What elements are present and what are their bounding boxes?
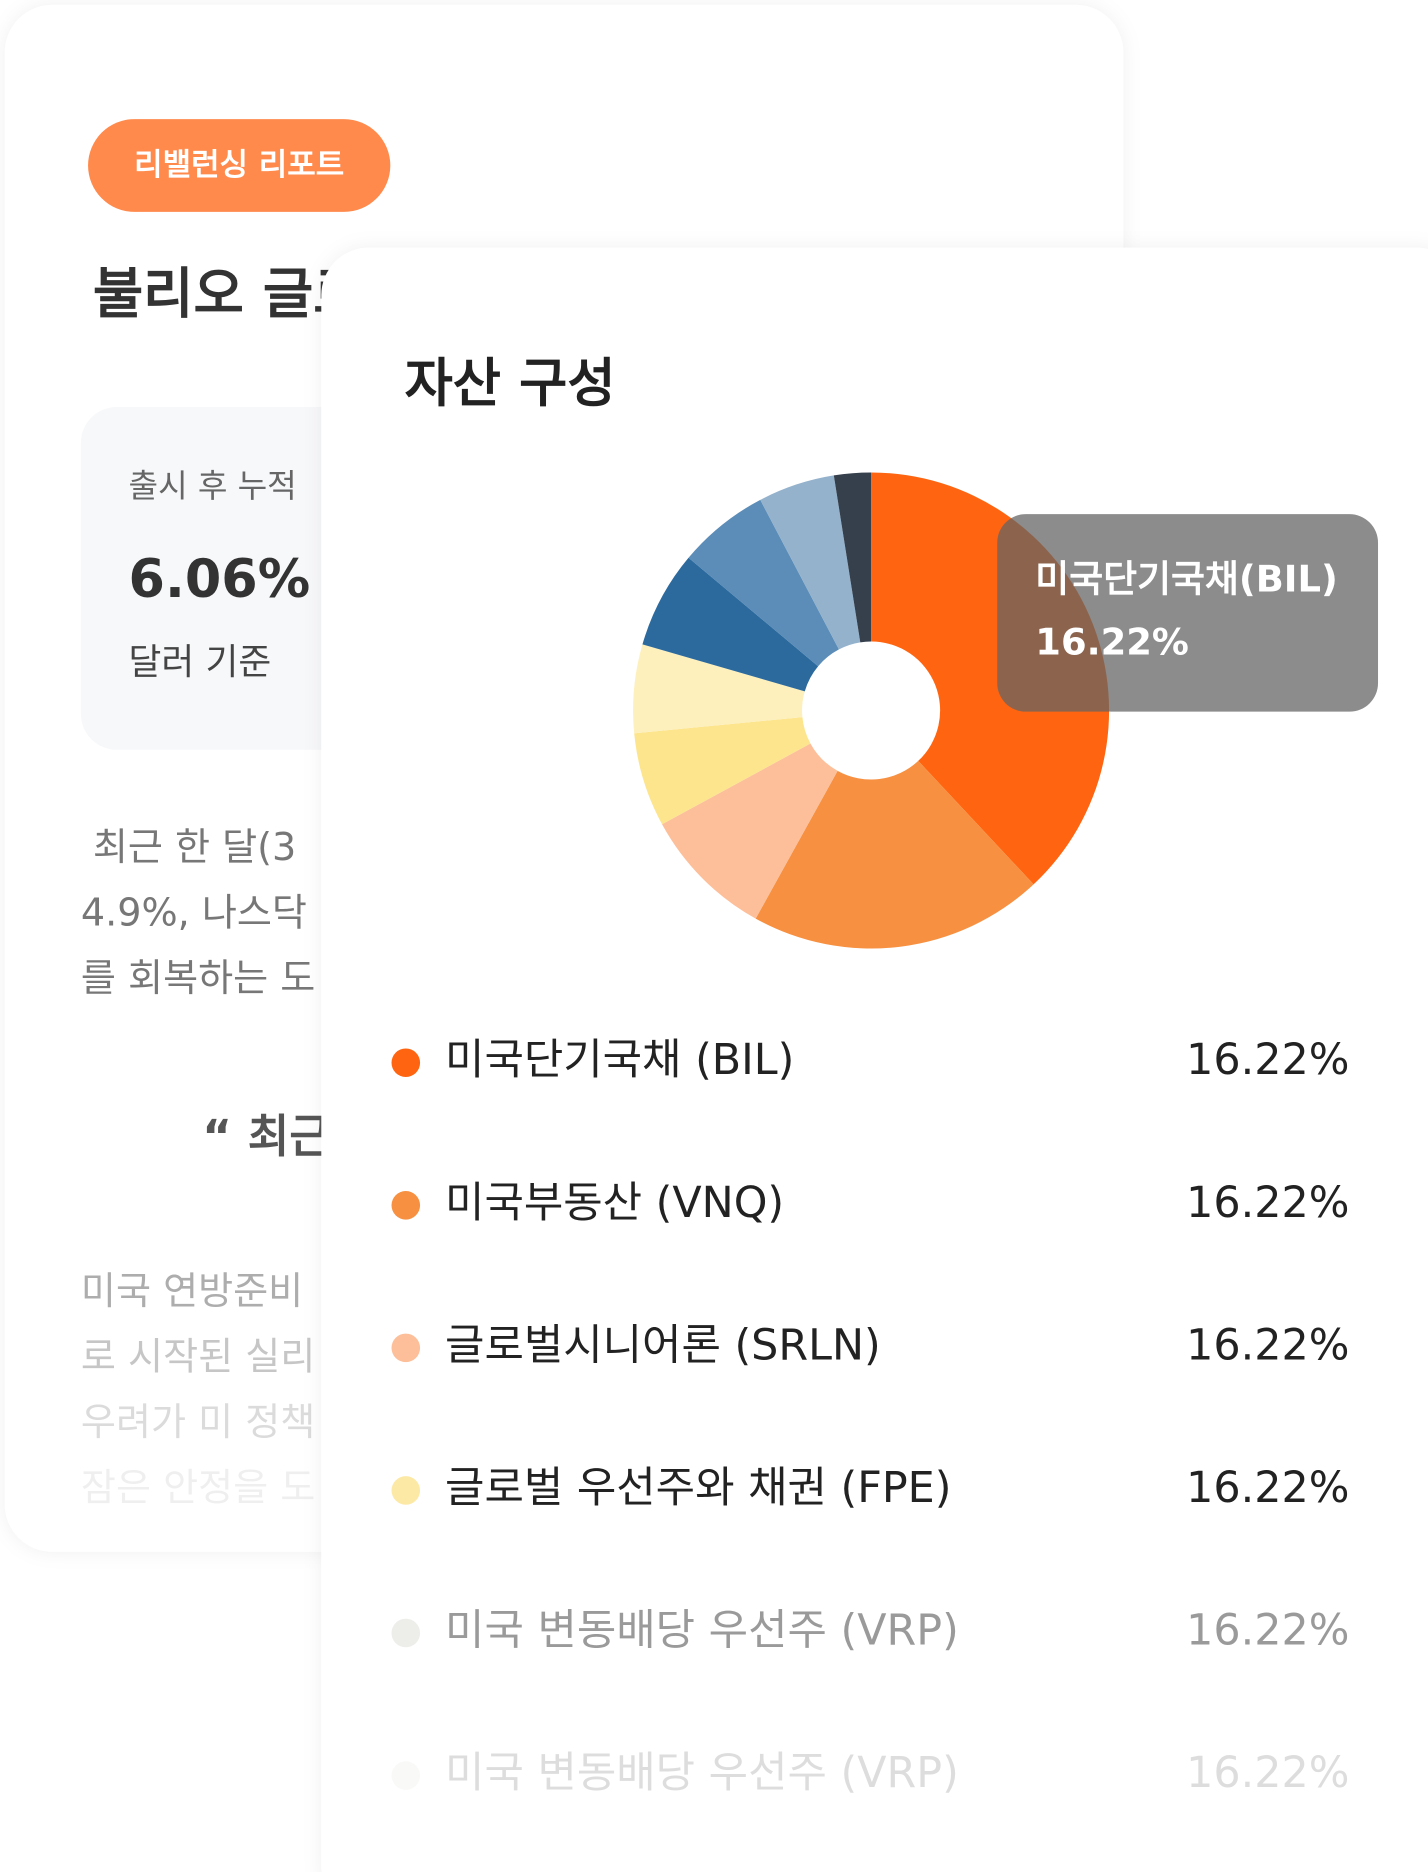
- legend-value: 16.22%: [1186, 1463, 1349, 1513]
- paragraph-line: 를 회복하는 도: [81, 956, 315, 1000]
- legend-value: 16.22%: [1186, 1035, 1349, 1085]
- paragraph-line: 4.9%, 나스닥: [81, 891, 307, 935]
- pie-slice: [688, 499, 839, 667]
- legend: 미국단기국채 (BIL) 16.22% 미국부동산 (VNQ) 16.22% 글로벌시니…: [391, 1035, 1349, 1798]
- paragraph-line: 우려가 미 정책: [81, 1400, 315, 1444]
- summary-value: 6.06%: [129, 549, 311, 610]
- legend-name: 미국 변동배당 우선주 (VRP): [445, 1605, 959, 1655]
- report-title: 불리오 글로: [93, 262, 364, 326]
- badge[interactable]: [88, 119, 391, 212]
- paragraph-line: 미국 연방준비: [81, 1269, 303, 1313]
- legend-name: 글로벌시니어론 (SRLN): [445, 1320, 881, 1370]
- legend-dot: [391, 1476, 421, 1505]
- pie-slice: [833, 472, 872, 643]
- paragraph-line: 최근 한 달(3: [93, 825, 296, 869]
- badge-text: 리밸런싱 리포트: [134, 147, 344, 183]
- tooltip: [997, 514, 1379, 712]
- pie-slice: [760, 475, 861, 650]
- legend-name: 미국단기국채 (BIL): [445, 1035, 794, 1085]
- quote: “ 최근: [202, 1110, 331, 1163]
- tooltip-value: 16.22%: [1035, 620, 1189, 663]
- legend-value: 16.22%: [1186, 1178, 1349, 1228]
- paragraph-line: 잠은 안정을 도: [81, 1465, 315, 1509]
- chart-title: 자산 구성: [405, 353, 616, 414]
- legend-value: 16.22%: [1186, 1605, 1349, 1655]
- pie-slice: [642, 557, 819, 692]
- legend-dot: [391, 1618, 421, 1648]
- legend-name: 미국 변동배당 우선주 (VRP): [445, 1748, 959, 1798]
- legend-value: 16.22%: [1186, 1748, 1349, 1798]
- legend-dot: [391, 1333, 421, 1363]
- pie-slice: [633, 644, 805, 734]
- legend-value: 16.22%: [1186, 1320, 1349, 1370]
- pie-slice: [755, 760, 1034, 949]
- paragraph-line: 로 시작된 실리: [81, 1335, 315, 1379]
- pie-slice: [662, 743, 838, 919]
- legend-dot: [391, 1191, 421, 1220]
- legend-name: 글로벌 우선주와 채권 (FPE): [445, 1463, 951, 1513]
- tooltip-name: 미국단기국채(BIL): [1035, 557, 1338, 600]
- summary-label: 출시 후 누적: [129, 467, 297, 505]
- pie-slice: [634, 717, 811, 825]
- legend-dot: [391, 1761, 421, 1790]
- legend-dot: [391, 1048, 421, 1078]
- summary-note: 달러 기준: [129, 642, 272, 683]
- legend-name: 미국부동산 (VNQ): [445, 1178, 784, 1228]
